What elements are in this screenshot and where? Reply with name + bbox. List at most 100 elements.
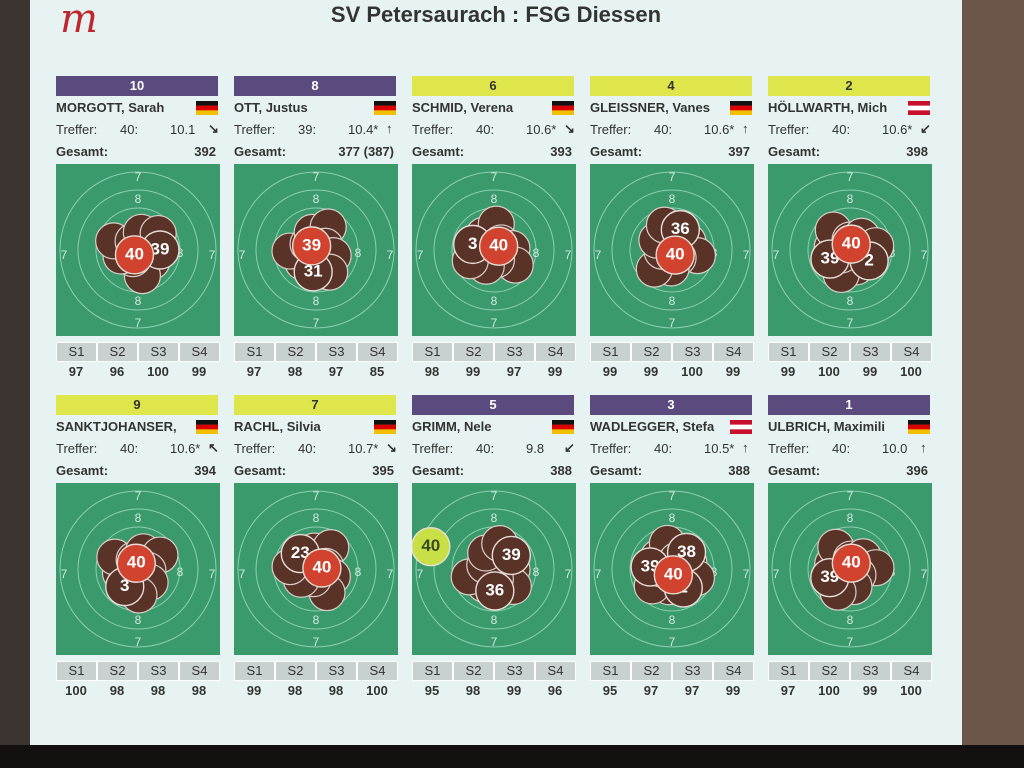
total-label: Gesamt:: [590, 144, 643, 159]
flag-stripe: [908, 105, 930, 111]
total-label: Gesamt:: [234, 463, 287, 478]
series-header: S2: [453, 661, 494, 681]
series-value: 96: [547, 683, 563, 698]
hits-label: Treffer:: [412, 441, 454, 456]
series-header: S3: [850, 661, 891, 681]
last-shot: 10.1: [170, 122, 196, 137]
flag-stripe: [552, 429, 574, 434]
flag-stripe: [552, 101, 574, 106]
ring-label: 7: [387, 567, 394, 581]
total-value: 388: [728, 463, 750, 478]
hits-value: 40:: [120, 122, 139, 137]
flag-stripe: [730, 424, 752, 430]
series-header: S2: [809, 661, 850, 681]
ring-label: 7: [847, 170, 854, 184]
hits-value: 40:: [654, 441, 673, 456]
flag: [196, 420, 218, 434]
total-label: Gesamt:: [768, 463, 821, 478]
last-shot: 10.5*: [704, 441, 735, 456]
series-header: S3: [494, 661, 535, 681]
flag-stripe: [552, 420, 574, 425]
shot-label: 3: [120, 576, 129, 595]
series-value: 97: [506, 364, 522, 379]
ring-label: 8: [313, 294, 320, 308]
series-value: 98: [287, 364, 303, 379]
hits-label: Treffer:: [412, 122, 454, 137]
shot-label: 39: [502, 545, 521, 564]
series-header: S1: [56, 342, 97, 362]
total-label: Gesamt:: [412, 144, 465, 159]
ring-label: 7: [565, 248, 572, 262]
flag-stripe: [908, 420, 930, 425]
series-header: S2: [631, 661, 672, 681]
ring-label: 7: [239, 248, 246, 262]
flag-stripe: [730, 429, 752, 434]
shot-direction: ↘: [208, 121, 219, 136]
hits-label: Treffer:: [768, 441, 810, 456]
ring: [771, 490, 929, 648]
flag-stripe: [196, 105, 218, 111]
shot-label: 36: [485, 580, 504, 599]
series-value: 95: [602, 683, 618, 698]
ring-label: 7: [135, 170, 142, 184]
ring: [611, 189, 733, 311]
ring: [433, 189, 555, 311]
shooter-card: 6 SCHMID, Verena Treffer: 40: 10.6* ↘ Gesamt: 3…: [408, 76, 578, 381]
flag: [908, 101, 930, 115]
shooter-name: MORGOTT, Sarah: [56, 100, 165, 115]
shooter-card: 1 ULBRICH, Maximili Treffer: 40: 10.0 ↑ Gesamt…: [764, 395, 934, 700]
series-value: 97: [684, 683, 700, 698]
series-value: 99: [465, 364, 481, 379]
last-shot: 10.6*: [704, 122, 735, 137]
total-value: 394: [194, 463, 216, 478]
shot-label: 40: [489, 236, 508, 255]
ring-label: 8: [847, 511, 854, 525]
ring-label: 8: [847, 613, 854, 627]
last-shot-marker: [116, 543, 156, 583]
flag-stripe: [552, 105, 574, 111]
series-value: 98: [465, 683, 481, 698]
ring: [59, 171, 217, 329]
flag-stripe: [196, 424, 218, 430]
shooter-name: SCHMID, Verena: [412, 100, 514, 115]
ring-label: 7: [847, 316, 854, 330]
total-label: Gesamt:: [412, 463, 465, 478]
rank-bar: 9: [56, 395, 218, 415]
flag-stripe: [730, 110, 752, 115]
series-value: 98: [191, 683, 207, 698]
ring-label: 7: [921, 567, 928, 581]
last-shot-marker: [302, 548, 342, 588]
series-header: S3: [850, 342, 891, 362]
series-value: 99: [725, 364, 741, 379]
series-value: 99: [862, 683, 878, 698]
series-header: S4: [713, 342, 754, 362]
total-value: 396: [906, 463, 928, 478]
ring: [789, 189, 911, 311]
ring-label: 8: [847, 192, 854, 206]
series-header: S4: [357, 342, 398, 362]
flag-stripe: [374, 101, 396, 106]
series-header: S1: [768, 342, 809, 362]
ring-label: 8: [669, 294, 676, 308]
series-header: S4: [891, 342, 932, 362]
ring-label: 7: [491, 635, 498, 649]
ring: [255, 508, 377, 630]
shot-label: 40: [125, 244, 144, 263]
ring: [237, 490, 395, 648]
last-shot: 10.6*: [882, 122, 913, 137]
shot-direction: ↑: [742, 121, 749, 136]
rank-bar: 3: [590, 395, 752, 415]
shot-label: 23: [291, 543, 310, 562]
series-value: 85: [369, 364, 385, 379]
flag-stripe: [374, 429, 396, 434]
flag-stripe: [552, 110, 574, 115]
rank-bar: 8: [234, 76, 396, 96]
ring-label: 7: [209, 567, 216, 581]
ring-label: 8: [135, 294, 142, 308]
series-value: 98: [287, 683, 303, 698]
flag-stripe: [374, 420, 396, 425]
ring-label: 7: [61, 248, 68, 262]
flag: [374, 101, 396, 115]
audience: [0, 745, 1024, 768]
